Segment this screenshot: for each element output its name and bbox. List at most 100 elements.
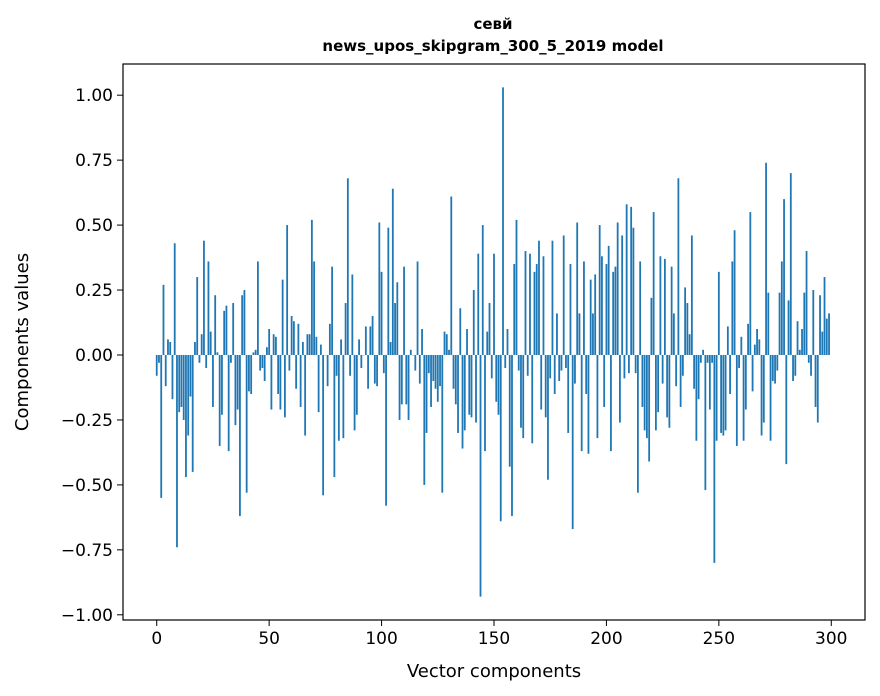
bar-204 [614,266,617,355]
bar-28 [218,354,221,446]
bar-173 [544,354,547,418]
bar-58 [286,225,289,355]
bar-39 [243,290,246,355]
bar-73 [319,344,322,355]
bar-78 [331,266,334,355]
bar-132 [452,354,455,389]
x-tick-label: 300 [815,629,847,649]
bar-274 [771,354,774,381]
bar-159 [513,264,516,355]
bar-296 [821,331,824,355]
bar-40 [245,354,248,493]
bar-222 [654,354,657,431]
bar-68 [308,334,311,355]
y-tick-label: −0.50 [61,476,113,496]
bar-44 [254,349,257,355]
bar-185 [571,354,574,530]
bar-104 [389,342,392,355]
y-tick-label: −0.75 [61,541,113,561]
bar-series [155,87,830,597]
bar-10 [178,354,181,413]
y-axis-ticks: −1.00 −0.75 −0.50 −0.25 0.00 0.25 0.50 0.75 1.00 [61,86,123,626]
bar-299 [828,313,830,355]
bar-145 [481,225,484,355]
bar-32 [227,354,230,452]
bar-99 [378,222,381,355]
bar-110 [403,266,405,355]
bar-6 [169,342,172,355]
bar-62 [295,354,298,389]
bar-35 [234,354,237,426]
bar-225 [661,354,664,384]
bar-217 [643,354,646,431]
bar-252 [722,354,725,436]
bar-1 [158,354,160,363]
bar-116 [416,261,419,355]
bar-70 [313,261,316,355]
bar-260 [740,336,743,355]
bar-297 [823,277,826,355]
bar-87 [351,274,354,355]
bar-137 [463,354,466,431]
bar-215 [639,261,642,355]
bar-72 [317,354,320,413]
x-tick-label: 250 [703,629,735,649]
bar-46 [259,354,262,371]
bar-245 [706,354,709,363]
bar-41 [248,354,250,392]
bar-191 [585,354,588,394]
bar-279 [783,199,785,355]
bar-298 [825,318,828,355]
bar-108 [398,354,401,420]
bar-31 [225,305,228,355]
bar-243 [702,349,705,355]
bar-69 [310,219,313,355]
bar-82 [340,339,343,355]
bar-113 [409,349,412,355]
bar-51 [270,354,273,410]
bar-287 [801,329,803,355]
bar-84 [344,303,347,355]
bar-36 [236,354,239,410]
bar-189 [580,354,583,452]
bar-240 [695,354,698,441]
bar-201 [607,245,610,355]
bar-5 [167,339,169,355]
bar-234 [681,354,684,376]
bar-237 [688,334,691,355]
bar-179 [558,354,561,381]
bar-127 [441,354,444,493]
bar-262 [744,354,747,410]
bar-146 [484,354,486,452]
bar-56 [281,279,284,355]
bar-134 [457,354,459,433]
bar-210 [628,354,630,374]
bar-95 [369,326,372,355]
bar-216 [641,354,644,407]
bar-109 [400,354,403,405]
bar-25 [212,354,214,407]
bar-76 [326,354,329,387]
bar-100 [380,271,383,355]
bar-180 [560,354,563,371]
bar-19 [198,354,201,363]
bar-119 [423,354,426,485]
x-tick-label: 100 [365,629,397,649]
bar-190 [583,261,585,355]
bar-194 [592,313,594,355]
bar-64 [299,354,302,407]
bar-66 [304,354,307,436]
bar-288 [803,292,806,355]
bar-131 [450,196,453,355]
bar-111 [405,354,408,405]
bar-236 [686,303,689,355]
bar-256 [731,261,734,355]
bar-280 [785,354,788,465]
bar-27 [216,352,219,355]
bar-162 [520,354,522,428]
bar-263 [747,323,749,355]
bar-57 [283,354,286,418]
bar-186 [574,354,576,384]
bar-89 [355,354,358,415]
bar-177 [553,354,556,394]
